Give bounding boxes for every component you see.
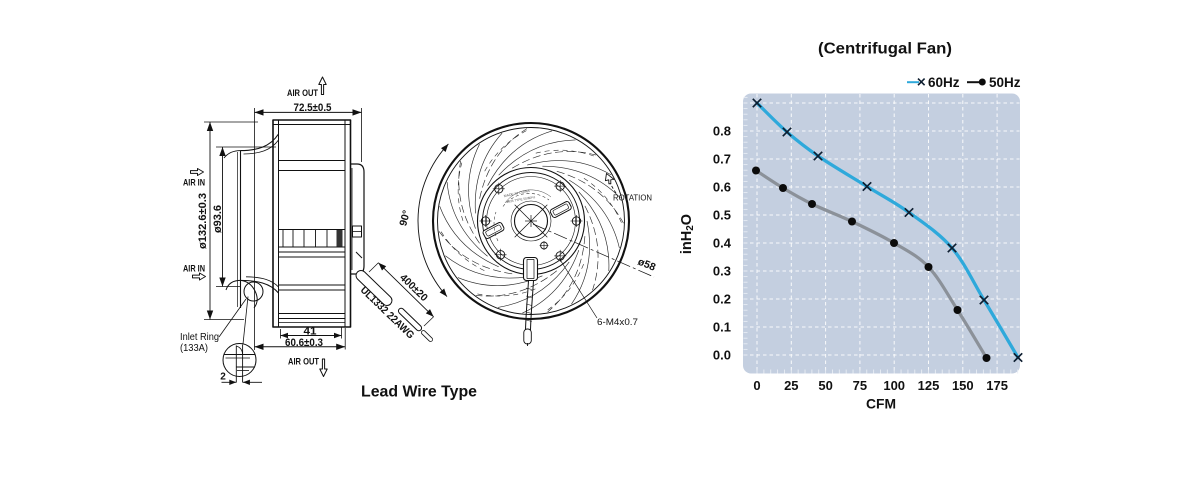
svg-text:50Hz: 50Hz [989,75,1021,90]
svg-text:ø93.6: ø93.6 [212,205,224,233]
svg-text:90°: 90° [397,209,413,227]
svg-text:25: 25 [784,378,798,393]
svg-text:ROTATION: ROTATION [613,194,652,203]
svg-text:6-M4x0.7: 6-M4x0.7 [597,317,638,328]
svg-text:60.6±0.3: 60.6±0.3 [285,337,323,349]
svg-text:inH2O: inH2O [679,214,696,254]
svg-text:(133A): (133A) [180,342,208,354]
svg-text:0.3: 0.3 [713,264,731,279]
svg-text:0.0: 0.0 [713,348,731,363]
svg-text:125: 125 [918,378,940,393]
svg-text:AIR OUT: AIR OUT [288,357,319,367]
svg-text:ø58: ø58 [636,256,657,274]
svg-text:Lead Wire Type: Lead Wire Type [361,384,477,401]
svg-text:175: 175 [986,378,1008,393]
svg-text:72.5±0.5: 72.5±0.5 [294,102,332,114]
svg-text:50: 50 [818,378,832,393]
svg-text:60Hz: 60Hz [928,75,960,90]
svg-text:(Centrifugal Fan): (Centrifugal Fan) [818,41,952,58]
svg-text:150: 150 [952,378,974,393]
svg-text:AIR IN: AIR IN [183,178,205,188]
svg-text:Inlet Ring: Inlet Ring [180,331,219,343]
svg-text:AIR IN: AIR IN [183,264,205,274]
svg-text:400±20: 400±20 [397,272,430,304]
svg-text:0.1: 0.1 [713,320,731,335]
svg-text:CFM: CFM [866,396,896,412]
svg-text:0.5: 0.5 [713,208,731,223]
svg-text:ø132.6±0.3: ø132.6±0.3 [197,193,209,249]
svg-text:0.4: 0.4 [713,236,732,251]
svg-text:2: 2 [220,372,226,383]
svg-text:0.7: 0.7 [713,152,731,167]
svg-text:0: 0 [753,378,760,393]
svg-text:0435 TYPE 50/60Hz: 0435 TYPE 50/60Hz [506,195,536,204]
svg-text:0.8: 0.8 [713,124,731,139]
svg-text:41: 41 [304,326,317,338]
svg-text:MADE IN CHINA: MADE IN CHINA [503,189,530,199]
svg-text:100: 100 [883,378,905,393]
svg-text:0.2: 0.2 [713,292,731,307]
svg-text:75: 75 [853,378,867,393]
svg-text:0.6: 0.6 [713,180,731,195]
svg-text:AIR OUT: AIR OUT [287,88,318,98]
